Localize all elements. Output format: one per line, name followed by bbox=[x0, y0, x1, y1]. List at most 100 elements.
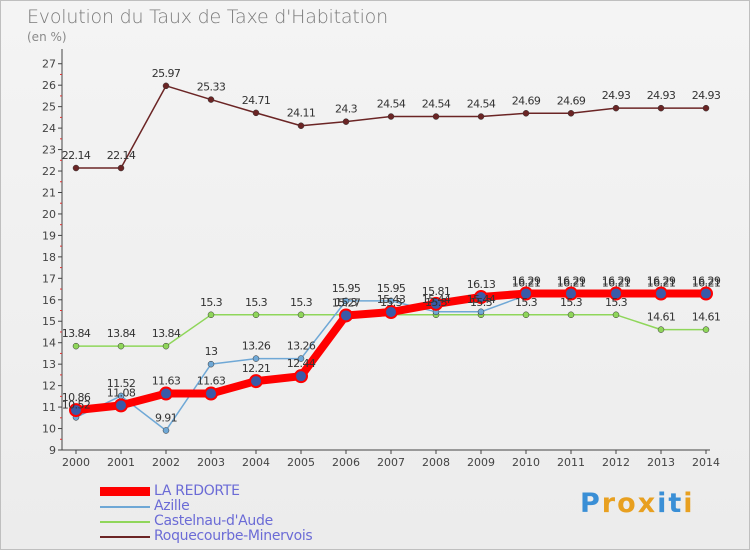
data-point bbox=[207, 360, 215, 368]
logo-letter: P bbox=[580, 488, 602, 519]
data-label: 15.95 bbox=[377, 282, 406, 295]
logo-letter: t bbox=[668, 488, 684, 519]
data-label: 15.3 bbox=[470, 296, 493, 309]
data-label: 10.86 bbox=[62, 391, 91, 404]
legend-swatch bbox=[100, 506, 150, 508]
y-tick-label: 12 bbox=[42, 380, 56, 393]
x-tick-label: 2005 bbox=[287, 456, 315, 469]
data-label: 24.93 bbox=[602, 89, 631, 102]
x-tick-label: 2013 bbox=[647, 456, 675, 469]
y-tick-label: 19 bbox=[42, 229, 56, 242]
data-point bbox=[162, 82, 170, 90]
data-label: 13.26 bbox=[287, 340, 316, 353]
series-3 bbox=[72, 82, 710, 172]
data-point bbox=[342, 118, 350, 125]
data-point bbox=[387, 113, 395, 120]
data-label: 11.52 bbox=[107, 377, 136, 390]
data-point bbox=[114, 398, 128, 413]
data-label: 16.13 bbox=[467, 278, 496, 291]
x-tick-label: 2010 bbox=[512, 456, 540, 469]
data-label: 15.3 bbox=[335, 296, 358, 309]
data-point bbox=[567, 311, 575, 319]
data-point bbox=[297, 311, 305, 319]
y-tick-label: 11 bbox=[42, 401, 56, 414]
chart-title: Evolution du Taux de Taxe d'Habitation bbox=[27, 6, 388, 28]
y-tick-label: 17 bbox=[42, 272, 56, 285]
legend-swatch bbox=[100, 521, 150, 523]
data-label: 15.3 bbox=[380, 296, 403, 309]
data-point bbox=[117, 342, 125, 350]
x-tick-label: 2007 bbox=[377, 456, 405, 469]
data-label: 25.97 bbox=[152, 67, 181, 80]
x-tick-label: 2014 bbox=[692, 456, 720, 469]
x-tick-label: 2011 bbox=[557, 456, 585, 469]
data-label: 16.29 bbox=[692, 275, 721, 288]
y-tick-label: 27 bbox=[42, 58, 56, 71]
data-label: 14.61 bbox=[647, 311, 676, 324]
data-label: 15.3 bbox=[605, 296, 628, 309]
data-label: 14.61 bbox=[692, 311, 721, 324]
logo-letter: i bbox=[657, 488, 669, 519]
data-label: 11.63 bbox=[152, 375, 181, 388]
data-label: 13.84 bbox=[62, 327, 91, 340]
data-point bbox=[252, 355, 260, 362]
x-tick-label: 2004 bbox=[242, 456, 270, 469]
data-point bbox=[702, 326, 710, 333]
data-point bbox=[252, 311, 260, 319]
data-point bbox=[609, 286, 623, 301]
data-point bbox=[387, 297, 395, 305]
data-label: 16.21 bbox=[647, 276, 676, 289]
y-tick-label: 14 bbox=[42, 337, 56, 350]
series-0 bbox=[69, 286, 713, 418]
data-label: 24.71 bbox=[242, 94, 271, 107]
y-tick-label: 22 bbox=[42, 165, 56, 178]
data-label: 15.3 bbox=[515, 296, 538, 309]
data-label: 16.21 bbox=[602, 276, 631, 289]
data-point bbox=[522, 110, 530, 117]
data-label: 16.21 bbox=[512, 276, 541, 289]
data-label: 22.14 bbox=[62, 149, 91, 162]
y-tick-label: 25 bbox=[42, 101, 56, 114]
data-point bbox=[69, 403, 83, 418]
x-tick-label: 2008 bbox=[422, 456, 450, 469]
legend-label: LA REDORTE bbox=[154, 483, 240, 499]
data-label: 15.3 bbox=[560, 296, 583, 309]
data-point bbox=[72, 164, 80, 172]
data-label: 16.29 bbox=[512, 275, 541, 288]
data-point bbox=[384, 305, 398, 320]
data-label: 24.93 bbox=[692, 89, 721, 102]
proxiti-logo: Proxiti bbox=[580, 488, 695, 519]
data-label: 13.26 bbox=[242, 340, 271, 353]
y-tick-label: 16 bbox=[42, 294, 56, 307]
data-label: 15.3 bbox=[200, 296, 223, 309]
data-label: 24.3 bbox=[335, 103, 358, 116]
data-label: 24.69 bbox=[512, 94, 541, 107]
data-label: 16.29 bbox=[647, 275, 676, 288]
data-label: 9.91 bbox=[155, 411, 177, 424]
data-label: 15.3 bbox=[425, 296, 448, 309]
data-point bbox=[657, 104, 665, 112]
y-tick-label: 9 bbox=[49, 444, 56, 457]
data-point bbox=[522, 311, 530, 319]
x-tick-label: 2012 bbox=[602, 456, 630, 469]
legend-label: Castelnau-d'Aude bbox=[154, 513, 273, 529]
x-tick-label: 2002 bbox=[152, 456, 180, 469]
data-label: 15.27 bbox=[332, 296, 361, 309]
logo-letter: i bbox=[683, 488, 695, 519]
data-label: 22.14 bbox=[107, 149, 136, 162]
data-point bbox=[564, 286, 578, 301]
legend-label: Azille bbox=[154, 498, 190, 514]
x-tick-label: 2006 bbox=[332, 456, 360, 469]
data-point bbox=[612, 311, 620, 319]
data-label: 15.81 bbox=[422, 285, 451, 298]
data-label: 24.93 bbox=[647, 89, 676, 102]
logo-letter: r bbox=[601, 488, 618, 519]
data-point bbox=[519, 286, 533, 301]
x-tick-label: 2001 bbox=[107, 456, 135, 469]
data-label: 15.44 bbox=[422, 293, 451, 306]
data-point bbox=[72, 342, 80, 350]
unit-label: (en %) bbox=[27, 30, 67, 44]
legend-swatch bbox=[100, 487, 150, 496]
x-tick-label: 2009 bbox=[467, 456, 495, 469]
